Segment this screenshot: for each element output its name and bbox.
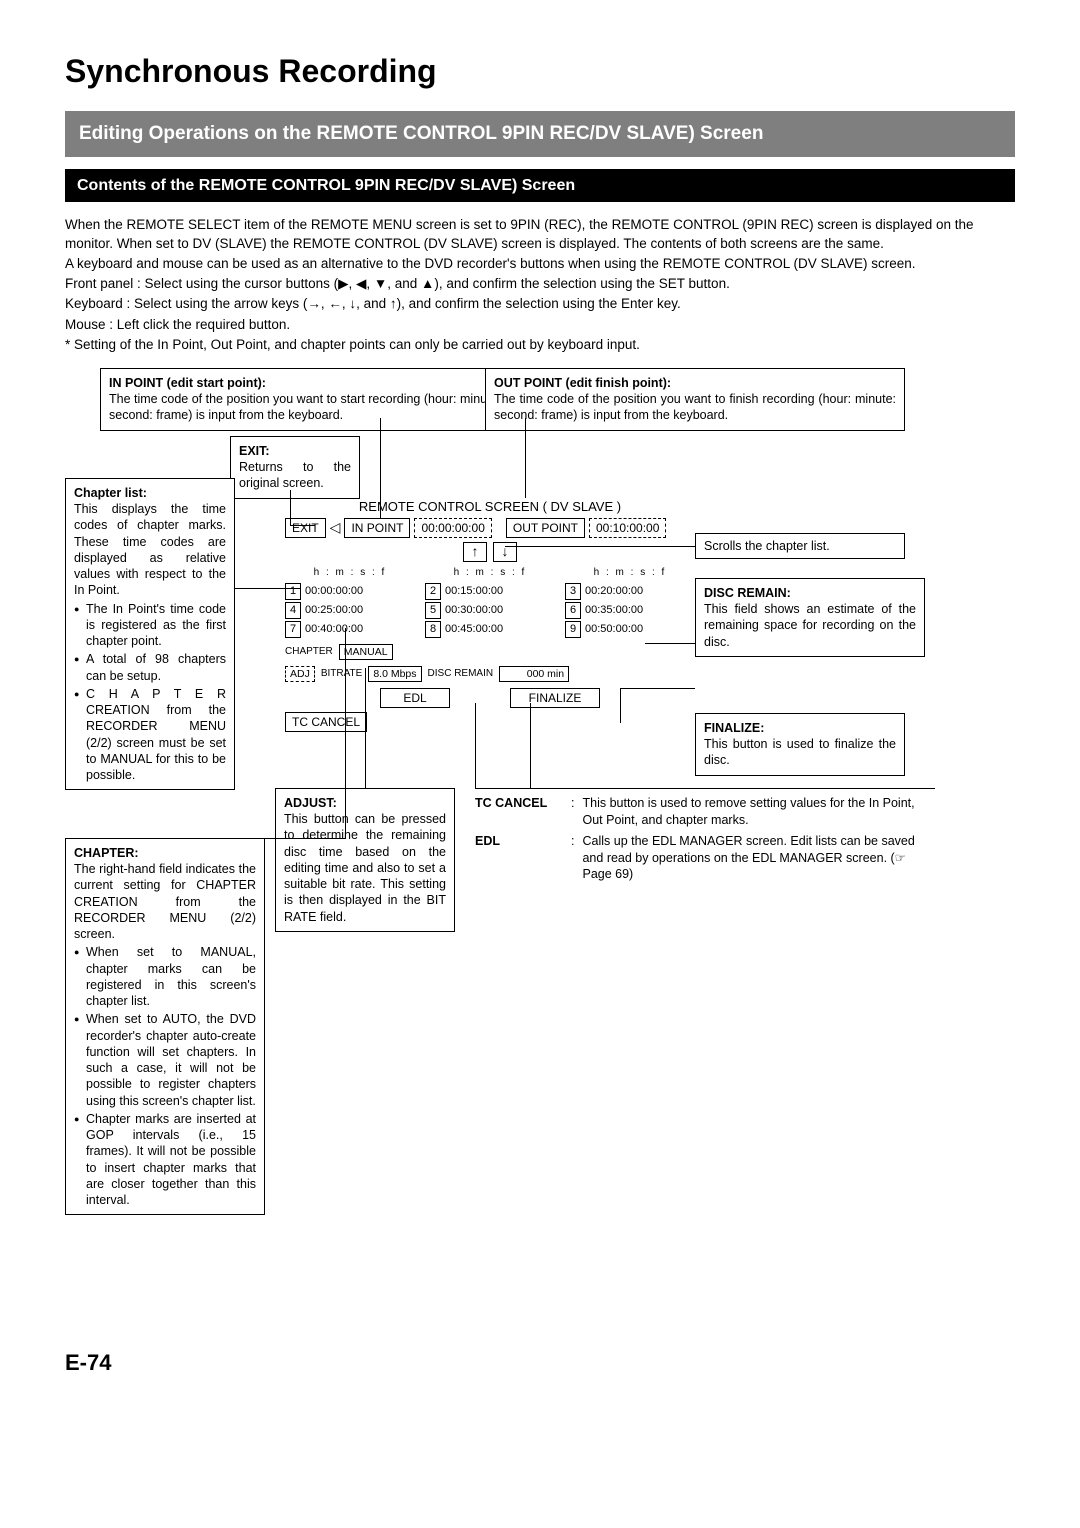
callout-inpoint-body: The time code of the position you want t… [109,392,501,422]
adj-button[interactable]: ADJ [285,666,315,682]
def-tccancel-body: This button is used to remove setting va… [582,795,935,829]
callout-chapterlist-body: This displays the time codes of chapter … [74,502,226,597]
subsection-heading: Contents of the REMOTE CONTROL 9PIN REC/… [65,169,1015,203]
section-heading: Editing Operations on the REMOTE CONTROL… [65,111,1015,157]
timecode-cell: 100:00:00:00 [285,583,415,600]
callout-scroll-body: Scrolls the chapter list. [704,539,830,553]
timecode-cell: 900:50:00:00 [565,621,695,638]
screen-title: REMOTE CONTROL SCREEN ( DV SLAVE ) [285,498,695,516]
def-edl-term: EDL [475,833,563,884]
edl-button[interactable]: EDL [380,688,450,708]
callout-inpoint-title: IN POINT (edit start point): [109,376,266,390]
callout-chapterlist-title: Chapter list: [74,486,147,500]
def-edl-body: Calls up the EDL MANAGER screen. Edit li… [582,833,935,884]
callout-chapter-b2: When set to AUTO, the DVD recorder's cha… [74,1011,256,1109]
timecode-grid: 100:00:00:00 200:15:00:00 300:20:00:00 400:… [285,583,695,638]
inpoint-label: IN POINT [344,518,410,538]
inpoint-value[interactable]: 00:00:00:00 [414,518,491,538]
callout-chapter: CHAPTER: The right-hand field indicates … [65,838,265,1216]
callout-chapterlist-b2: A total of 98 chapters can be setup. [74,651,226,684]
scroll-up-button[interactable]: ↑ [463,542,487,562]
chapter-label: CHAPTER [285,645,333,659]
callout-exit-body: Returns to the original screen. [239,460,351,490]
outpoint-value[interactable]: 00:10:00:00 [589,518,666,538]
callout-outpoint-title: OUT POINT (edit finish point): [494,376,671,390]
callout-finalize-title: FINALIZE: [704,721,764,735]
intro-front: Front panel : Select using the cursor bu… [65,275,1015,293]
timecode-cell: 300:20:00:00 [565,583,695,600]
callout-discremain-title: DISC REMAIN: [704,586,791,600]
callout-exit-title: EXIT: [239,444,270,458]
timecode-cell: 800:45:00:00 [425,621,555,638]
screen-mockup: REMOTE CONTROL SCREEN ( DV SLAVE ) EXIT … [285,498,695,736]
intro-block: When the REMOTE SELECT item of the REMOT… [65,216,1015,354]
scroll-down-button[interactable]: ↓ [493,542,517,562]
discremain-value: 000 min [499,666,569,682]
callout-finalize: FINALIZE: This button is used to finaliz… [695,713,905,776]
page-title: Synchronous Recording [65,50,1015,93]
callout-finalize-body: This button is used to finalize the disc… [704,737,896,767]
callout-discremain-body: This field shows an estimate of the rema… [704,602,916,649]
intro-p1: When the REMOTE SELECT item of the REMOT… [65,216,1015,252]
def-tccancel-term: TC CANCEL [475,795,563,829]
callout-chapter-body: The right-hand field indicates the curre… [74,862,256,941]
bitrate-value: 8.0 Mbps [368,666,421,682]
exit-button[interactable]: EXIT [285,518,326,538]
callout-chapter-title: CHAPTER: [74,846,139,860]
callout-chapterlist: Chapter list: This displays the time cod… [65,478,235,791]
callout-chapter-b3: Chapter marks are inserted at GOP interv… [74,1111,256,1209]
page-number: E-74 [65,1348,111,1378]
callout-outpoint: OUT POINT (edit finish point): The time … [485,368,905,431]
finalize-button[interactable]: FINALIZE [510,688,600,708]
tccancel-button[interactable]: TC CANCEL [285,712,367,732]
callout-chapter-b1: When set to MANUAL, chapter marks can be… [74,944,256,1009]
intro-mouse: Mouse : Left click the required button. [65,316,1015,334]
callout-adjust: ADJUST: This button can be pressed to de… [275,788,455,932]
hmsf-3: h : m : s : f [565,566,695,580]
intro-keyboard: Keyboard : Select using the arrow keys (… [65,295,1015,313]
hmsf-2: h : m : s : f [425,566,555,580]
callout-discremain: DISC REMAIN: This field shows an estimat… [695,578,925,657]
callout-inpoint: IN POINT (edit start point): The time co… [100,368,510,431]
callout-chapterlist-b1: The In Point's time code is registered a… [74,601,226,650]
discremain-label: DISC REMAIN [428,667,494,681]
chapter-value: MANUAL [339,644,393,660]
callout-chapterlist-b3: C H A P T E R CREATION from the RECORDER… [74,686,226,784]
intro-p2: A keyboard and mouse can be used as an a… [65,255,1015,273]
diagram-area: IN POINT (edit start point): The time co… [65,368,1015,1368]
callout-adjust-body: This button can be pressed to determine … [284,812,446,924]
outpoint-label: OUT POINT [506,518,585,538]
bitrate-label: BITRATE [321,667,362,681]
callout-scroll: Scrolls the chapter list. [695,533,905,559]
timecode-cell: 600:35:00:00 [565,602,695,619]
timecode-cell: 700:40:00:00 [285,621,415,638]
timecode-cell: 500:30:00:00 [425,602,555,619]
hmsf-1: h : m : s : f [285,566,415,580]
timecode-cell: 200:15:00:00 [425,583,555,600]
intro-note: * Setting of the In Point, Out Point, an… [65,336,1015,354]
definitions: TC CANCEL : This button is used to remov… [475,788,935,887]
callout-outpoint-body: The time code of the position you want t… [494,392,896,422]
cursor-left-icon: ◁ [330,518,341,538]
callout-exit: EXIT: Returns to the original screen. [230,436,360,499]
callout-adjust-title: ADJUST: [284,796,337,810]
timecode-cell: 400:25:00:00 [285,602,415,619]
